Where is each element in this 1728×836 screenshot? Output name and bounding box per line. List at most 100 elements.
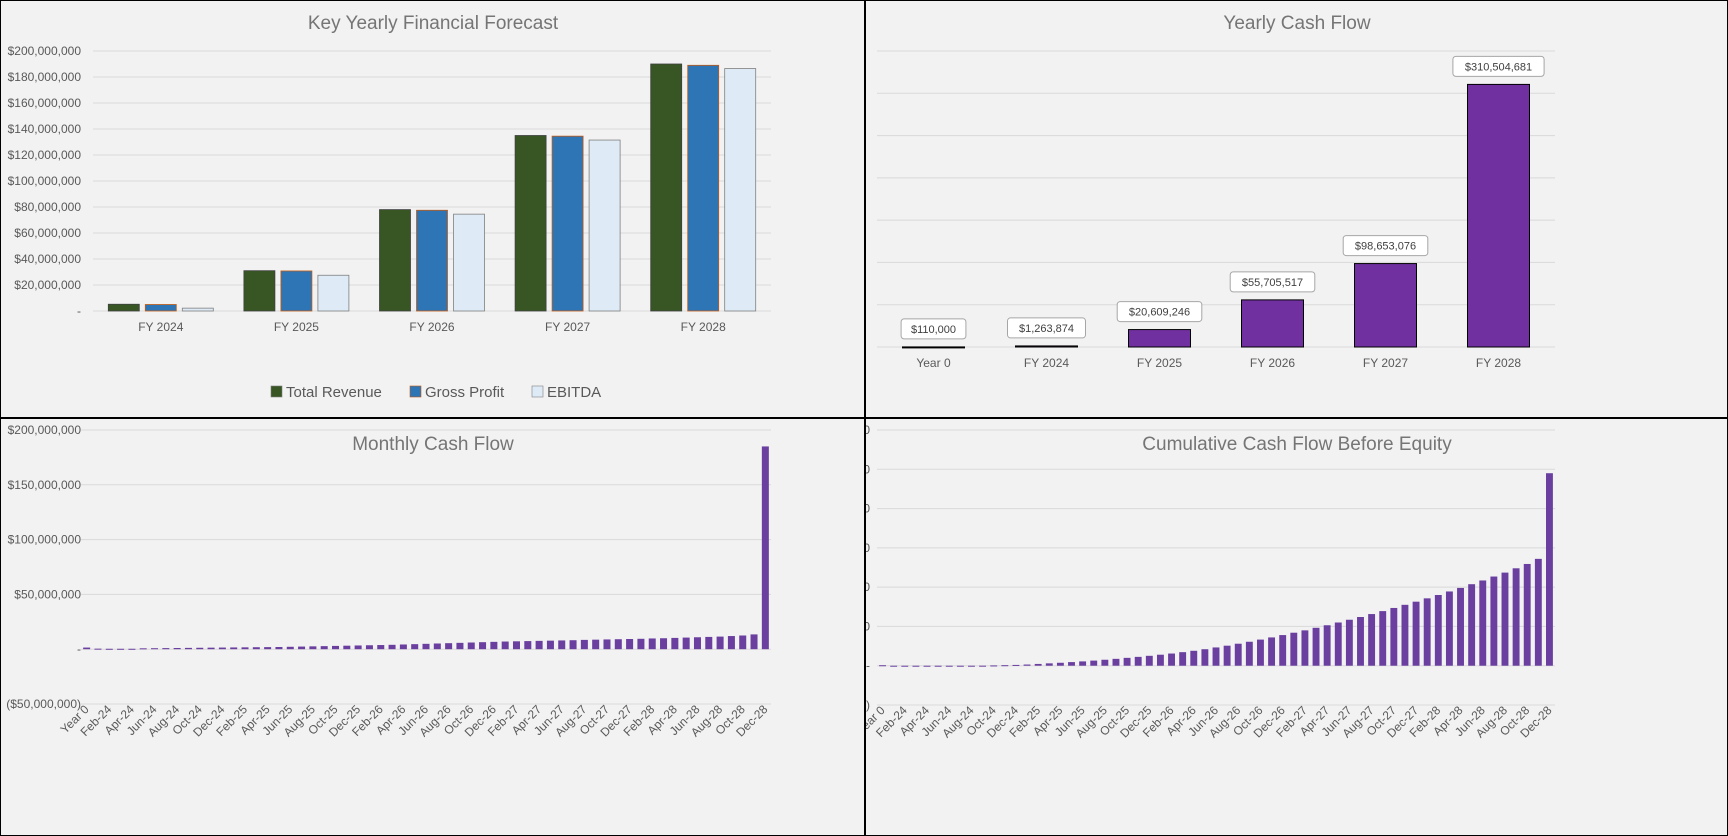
legend-swatch-total-revenue	[270, 385, 283, 398]
bar-ebitda-fy-2026	[453, 213, 485, 312]
bar-dec-28	[761, 446, 769, 650]
bar-aug-27	[580, 639, 588, 650]
y-tick-label: $80,000,000	[14, 200, 81, 214]
bar-jun-25	[286, 646, 294, 650]
bar-apr-27	[535, 640, 543, 650]
bar-apr-28	[1457, 587, 1464, 666]
cumulative-cash-flow-panel: Cumulative Cash Flow Before Equity ($100…	[865, 418, 1728, 836]
bar-oct-25	[332, 645, 340, 650]
legend-label-gross-profit: Gross Profit	[425, 384, 505, 401]
monthly-cash-flow-chart: Monthly Cash Flow ($50,000,000) - $50,000,…	[6, 423, 771, 739]
bar-jun-26	[422, 643, 430, 650]
bar-sep-25	[1112, 658, 1120, 666]
bar-may-28	[1468, 584, 1476, 666]
bar-may-27	[1334, 622, 1342, 666]
bar-fy-2024	[1015, 345, 1078, 348]
x-tick-label: Year 0	[916, 356, 951, 370]
bar-jan-24	[890, 665, 898, 667]
y-tick-label: -	[866, 659, 870, 673]
y-tick-label: -	[77, 304, 81, 318]
bar-fy-2025	[1128, 329, 1191, 348]
bar-dec-24	[1012, 664, 1020, 666]
bar-nov-28	[750, 634, 758, 650]
data-label-box	[1452, 55, 1545, 77]
bar-jan-26	[1156, 654, 1164, 666]
x-tick-label: FY 2027	[1363, 356, 1408, 370]
monthly-cash-flow-panel: Monthly Cash Flow ($50,000,000) - $50,000,…	[0, 418, 865, 836]
bar-jun-27	[558, 640, 566, 650]
y-tick-label: $180,000,000	[8, 70, 82, 84]
bar-ebitda-fy-2028	[724, 68, 757, 312]
key-yearly-financial-forecast-panel: Key Yearly Financial Forecast - $20,000,0…	[0, 0, 865, 418]
data-label: $1,263,874	[1019, 323, 1074, 335]
bar-jun-25	[1079, 661, 1087, 666]
bar-dec-24	[218, 647, 226, 650]
bar-sep-27	[1379, 611, 1387, 666]
bar-aug-28	[1501, 572, 1509, 666]
bar-mar-25	[1045, 663, 1053, 666]
x-tick-label: FY 2025	[274, 320, 319, 334]
bar-may-25	[1068, 662, 1075, 666]
bar-dec-25	[1145, 655, 1153, 666]
x-tick-label: FY 2026	[1250, 356, 1295, 370]
bar-feb-24	[105, 648, 113, 650]
bar-oct-24	[990, 665, 998, 667]
bar-aug-25	[309, 646, 317, 650]
legend-label-ebitda: EBITDA	[547, 384, 601, 401]
bar-gross-profit-fy-2028	[687, 64, 720, 312]
bar-jun-28	[693, 637, 701, 650]
bar-gross-profit-fy-2025	[280, 270, 313, 312]
bar-oct-26	[1257, 639, 1264, 666]
bar-feb-28	[648, 638, 656, 650]
bar-sep-27	[592, 639, 600, 650]
y-tick-label: $120,000,000	[8, 148, 82, 162]
y-tick-label: -	[77, 642, 81, 656]
bar-nov-25	[1134, 656, 1142, 666]
data-label-box	[900, 318, 967, 340]
bar-may-26	[411, 644, 419, 650]
bar-jul-27	[569, 640, 577, 650]
bar-apr-26	[1190, 650, 1198, 666]
bar-jun-24	[151, 648, 159, 650]
bar-jan-28	[1423, 598, 1431, 666]
bar-dec-26	[1279, 635, 1287, 666]
bar-mar-24	[912, 665, 920, 667]
data-label-box	[1116, 301, 1203, 323]
y-tick-label: $50,000,000	[14, 587, 81, 601]
bar-gross-profit-fy-2027	[551, 135, 584, 312]
bar-jul-25	[1090, 660, 1098, 666]
bar-dec-25	[354, 645, 362, 650]
y-tick-label: $100,000,000	[8, 174, 82, 188]
data-label-box	[1229, 271, 1316, 293]
x-tick-label: FY 2026	[409, 320, 454, 334]
bar-oct-28	[1523, 563, 1531, 666]
bar-fy-2026	[1241, 299, 1304, 348]
y-tick-label: $40,000,000	[14, 252, 81, 266]
bar-nov-24	[207, 647, 215, 650]
bar-aug-26	[445, 643, 453, 650]
x-tick-label: FY 2027	[545, 320, 590, 334]
bar-jan-24	[94, 648, 102, 650]
bar-aug-24	[968, 665, 975, 667]
bar-dec-27	[626, 639, 634, 650]
bar-year-0	[902, 346, 965, 349]
bar-ebitda-fy-2027	[588, 139, 621, 312]
bar-mar-28	[1445, 591, 1453, 666]
y-tick-label: $400,000,000	[866, 502, 870, 516]
bar-jan-25	[1023, 664, 1031, 666]
y-tick-label: $500,000,000	[866, 462, 870, 476]
bar-year-0	[83, 647, 91, 650]
x-tick-label: FY 2025	[1137, 356, 1182, 370]
y-tick-label: $60,000,000	[14, 226, 81, 240]
bar-may-28	[682, 637, 690, 650]
bar-ebitda-fy-2025	[317, 274, 350, 312]
bar-nov-27	[1401, 604, 1409, 666]
bar-fy-2028	[1467, 83, 1530, 348]
bar-ebitda-fy-2024	[181, 307, 214, 312]
bar-oct-28	[739, 635, 747, 650]
chart-title: Monthly Cash Flow	[352, 434, 514, 455]
legend-swatch-gross-profit	[409, 385, 422, 398]
bar-may-24	[139, 648, 147, 650]
legend: Total Revenue Gross Profit EBITDA	[270, 384, 601, 401]
bar-apr-25	[264, 647, 272, 650]
